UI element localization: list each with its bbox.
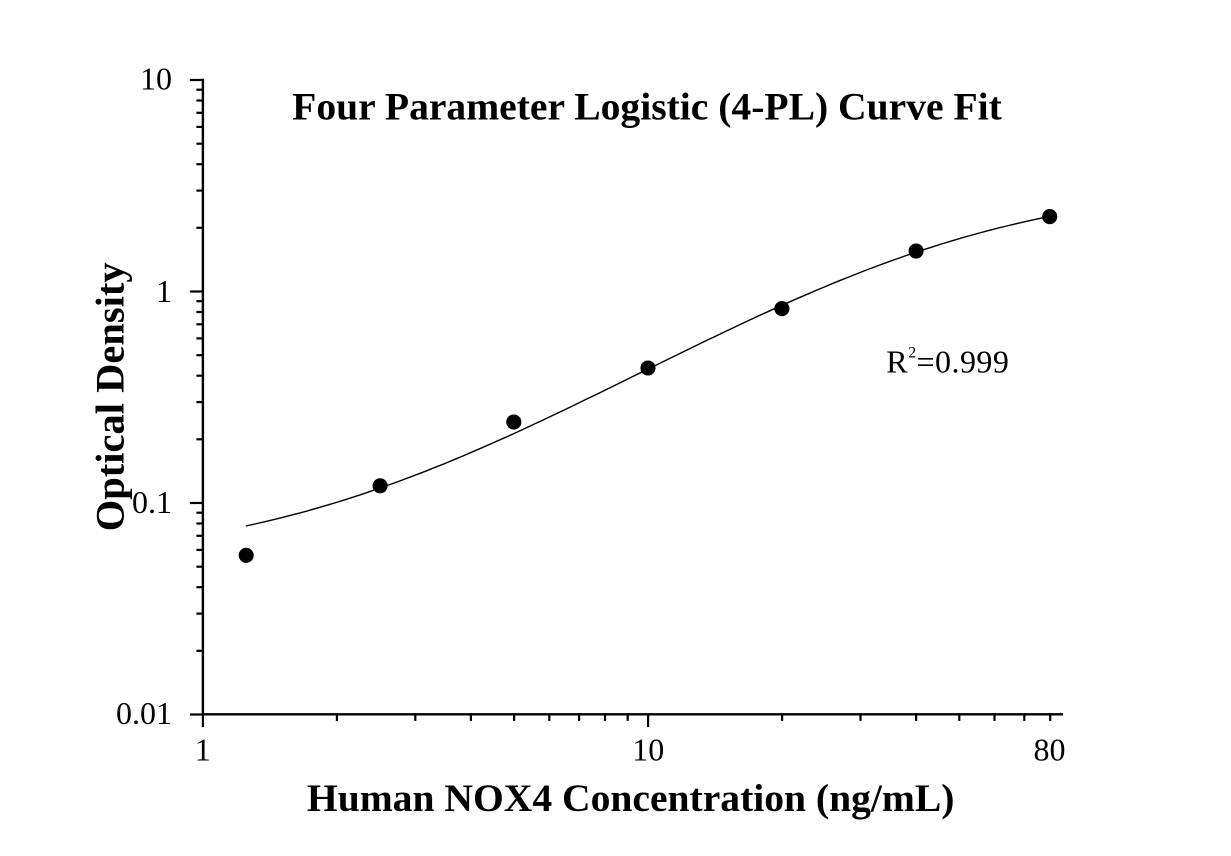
svg-text:80: 80 xyxy=(1034,732,1066,768)
svg-text:10: 10 xyxy=(140,61,172,97)
svg-text:10: 10 xyxy=(632,732,664,768)
svg-text:1: 1 xyxy=(156,273,172,309)
svg-text:Optical Density: Optical Density xyxy=(87,262,132,531)
svg-text:Four Parameter Logistic (4-PL): Four Parameter Logistic (4-PL) Curve Fit xyxy=(292,85,1002,129)
svg-text:0.1: 0.1 xyxy=(132,484,172,520)
svg-text:Human NOX4 Concentration (ng/m: Human NOX4 Concentration (ng/mL) xyxy=(307,776,955,820)
svg-text:1: 1 xyxy=(195,732,211,768)
svg-text:0.01: 0.01 xyxy=(116,695,172,731)
svg-text:R2=0.999: R2=0.999 xyxy=(886,344,1009,380)
